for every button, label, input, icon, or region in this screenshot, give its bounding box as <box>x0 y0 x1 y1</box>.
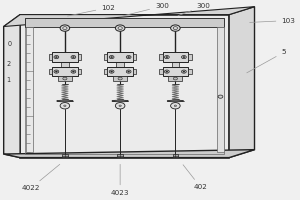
Circle shape <box>116 103 125 109</box>
Polygon shape <box>4 7 254 27</box>
Bar <box>217 27 224 152</box>
Text: 300: 300 <box>123 3 169 16</box>
Circle shape <box>71 70 76 73</box>
Bar <box>133 54 136 60</box>
Circle shape <box>119 105 121 107</box>
Text: 0: 0 <box>8 41 12 47</box>
Circle shape <box>174 105 177 107</box>
Circle shape <box>109 56 114 59</box>
Text: 1: 1 <box>6 77 10 83</box>
Circle shape <box>164 70 169 73</box>
Bar <box>188 54 192 60</box>
Circle shape <box>183 71 185 72</box>
Circle shape <box>56 57 57 58</box>
Bar <box>163 67 188 76</box>
Circle shape <box>111 57 112 58</box>
Bar <box>52 52 78 62</box>
Polygon shape <box>20 15 229 158</box>
Text: 4022: 4022 <box>21 164 60 191</box>
Bar <box>163 52 188 62</box>
Bar <box>159 54 163 60</box>
Circle shape <box>60 103 70 109</box>
Circle shape <box>183 57 185 58</box>
Bar <box>159 69 163 74</box>
Circle shape <box>54 56 59 59</box>
Circle shape <box>54 70 59 73</box>
Text: 5: 5 <box>247 49 286 73</box>
Text: 300: 300 <box>178 3 211 16</box>
Circle shape <box>111 71 112 72</box>
Polygon shape <box>4 150 254 158</box>
Circle shape <box>60 25 70 31</box>
Bar <box>78 69 81 74</box>
Bar <box>104 69 107 74</box>
Bar <box>52 67 78 76</box>
Bar <box>116 62 124 67</box>
Circle shape <box>73 57 74 58</box>
Bar <box>107 67 133 76</box>
Polygon shape <box>4 15 20 158</box>
Circle shape <box>218 95 223 98</box>
Circle shape <box>71 56 76 59</box>
Polygon shape <box>229 7 254 158</box>
Circle shape <box>118 77 122 80</box>
Ellipse shape <box>112 100 128 102</box>
Circle shape <box>56 71 57 72</box>
Bar <box>168 76 182 81</box>
Text: 102: 102 <box>68 5 115 16</box>
Bar <box>188 69 192 74</box>
Bar <box>113 76 127 81</box>
Circle shape <box>63 77 67 80</box>
Circle shape <box>126 56 131 59</box>
Bar <box>62 154 68 157</box>
Bar <box>49 69 52 74</box>
Circle shape <box>166 71 168 72</box>
Circle shape <box>126 70 131 73</box>
Bar <box>133 69 136 74</box>
Circle shape <box>171 25 180 31</box>
Text: 2: 2 <box>6 61 10 67</box>
Bar <box>61 62 69 67</box>
Text: 402: 402 <box>183 165 208 190</box>
Ellipse shape <box>57 100 73 102</box>
Circle shape <box>128 71 130 72</box>
Circle shape <box>116 25 125 31</box>
Bar <box>49 54 52 60</box>
Circle shape <box>109 70 114 73</box>
Text: 103: 103 <box>250 18 295 24</box>
Bar <box>58 76 72 81</box>
Bar <box>107 52 133 62</box>
Bar <box>118 154 123 157</box>
Bar <box>78 54 81 60</box>
Circle shape <box>164 56 169 59</box>
Bar <box>172 62 179 67</box>
Circle shape <box>182 70 186 73</box>
Circle shape <box>173 77 178 80</box>
Circle shape <box>166 57 168 58</box>
Bar <box>26 18 224 154</box>
Circle shape <box>64 105 66 107</box>
Bar <box>26 27 33 152</box>
Bar <box>104 54 107 60</box>
Circle shape <box>182 56 186 59</box>
Circle shape <box>73 71 74 72</box>
Ellipse shape <box>167 100 184 102</box>
Bar <box>173 154 178 157</box>
Circle shape <box>171 103 180 109</box>
Text: 4023: 4023 <box>111 164 129 196</box>
Bar <box>26 18 224 27</box>
Circle shape <box>128 57 130 58</box>
